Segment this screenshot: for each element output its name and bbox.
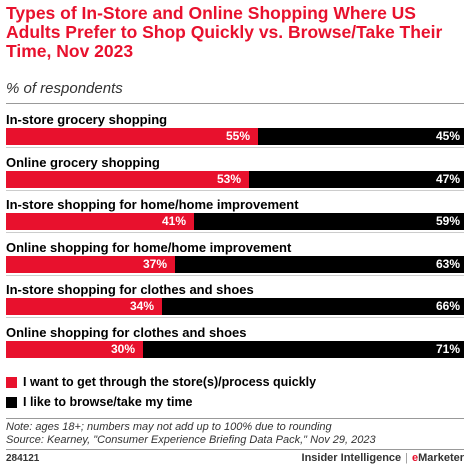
chart-row: Online shopping for home/home improvemen… [6, 234, 464, 276]
notes-divider [6, 418, 464, 419]
legend-swatch-browse [6, 396, 17, 408]
category-label: In-store grocery shopping [6, 112, 168, 127]
legend-label-browse: I like to browse/take my time [23, 395, 193, 409]
stacked-bar: 34% 66% [6, 298, 464, 315]
data-label-browse: 59% [435, 214, 460, 228]
footer-divider [6, 449, 464, 450]
category-label: Online shopping for clothes and shoes [6, 324, 247, 340]
stacked-bar: 37% 63% [6, 255, 464, 273]
category-label: In-store shopping for clothes and shoes [6, 282, 254, 297]
bar-segment-quickly [6, 128, 258, 145]
bar-segment-quickly [6, 298, 162, 315]
chart-source: Source: Kearney, "Consumer Experience Br… [6, 434, 376, 446]
bar-segment-quickly [6, 170, 249, 188]
category-label: Online shopping for home/home improvemen… [6, 239, 292, 255]
stacked-bar: 30% 71% [6, 340, 464, 358]
row-divider [6, 317, 464, 318]
bar-segment-browse [143, 340, 464, 358]
legend-item-quickly: I want to get through the store(s)/proce… [6, 372, 316, 392]
legend-label-quickly: I want to get through the store(s)/proce… [23, 375, 317, 389]
chart-title: Types of In-Store and Online Shopping Wh… [6, 3, 443, 61]
bar-segment-browse [175, 255, 464, 273]
chart-row: Online grocery shopping 53% 47% [6, 149, 464, 191]
legend: I want to get through the store(s)/proce… [6, 372, 316, 412]
stacked-bar: 41% 59% [6, 213, 464, 230]
bar-segment-browse [249, 170, 464, 188]
data-label-browse: 66% [435, 299, 460, 313]
row-divider [6, 189, 464, 191]
top-divider [6, 103, 464, 104]
bar-segment-browse [258, 128, 464, 145]
bar-segment-quickly [6, 213, 194, 230]
data-label-browse: 47% [435, 171, 460, 186]
data-label-quickly: 41% [162, 214, 187, 228]
stacked-bar: 55% 45% [6, 128, 464, 145]
legend-swatch-quickly [6, 376, 17, 388]
category-label: In-store shopping for home/home improvem… [6, 197, 299, 212]
brand-emarketer: eMarketer [412, 452, 464, 464]
data-label-quickly: 34% [130, 299, 155, 313]
data-label-browse: 45% [435, 129, 460, 143]
row-divider [6, 274, 464, 276]
data-label-browse: 71% [435, 341, 460, 356]
brand-separator: | [405, 452, 409, 464]
data-label-browse: 63% [435, 256, 460, 271]
chart-subtitle: % of respondents [6, 80, 123, 97]
bar-segment-quickly [6, 340, 143, 358]
legend-item-browse: I like to browse/take my time [6, 392, 316, 412]
brand-insider-intelligence: Insider Intelligence [301, 452, 402, 464]
chart-row: Online shopping for clothes and shoes 30%… [6, 319, 464, 361]
row-divider [6, 232, 464, 233]
bar-segment-browse [162, 298, 464, 315]
data-label-quickly: 37% [143, 256, 168, 271]
data-label-quickly: 30% [111, 341, 136, 356]
chart-row: In-store grocery shopping 55% 45% [6, 106, 464, 148]
bar-segment-quickly [6, 255, 175, 273]
data-label-quickly: 53% [217, 171, 242, 186]
chart-note: Note: ages 18+; numbers may not add up t… [6, 421, 332, 433]
chart-row: In-store shopping for clothes and shoes 3… [6, 276, 464, 318]
chart-id: 284121 [6, 453, 40, 464]
category-label: Online grocery shopping [6, 154, 160, 170]
chart-row: In-store shopping for home/home improvem… [6, 191, 464, 233]
brand-logo: Insider Intelligence | eMarketer [302, 452, 464, 464]
row-divider [6, 147, 464, 148]
bar-segment-browse [194, 213, 464, 230]
data-label-quickly: 55% [226, 129, 251, 143]
stacked-bar: 53% 47% [6, 170, 464, 188]
